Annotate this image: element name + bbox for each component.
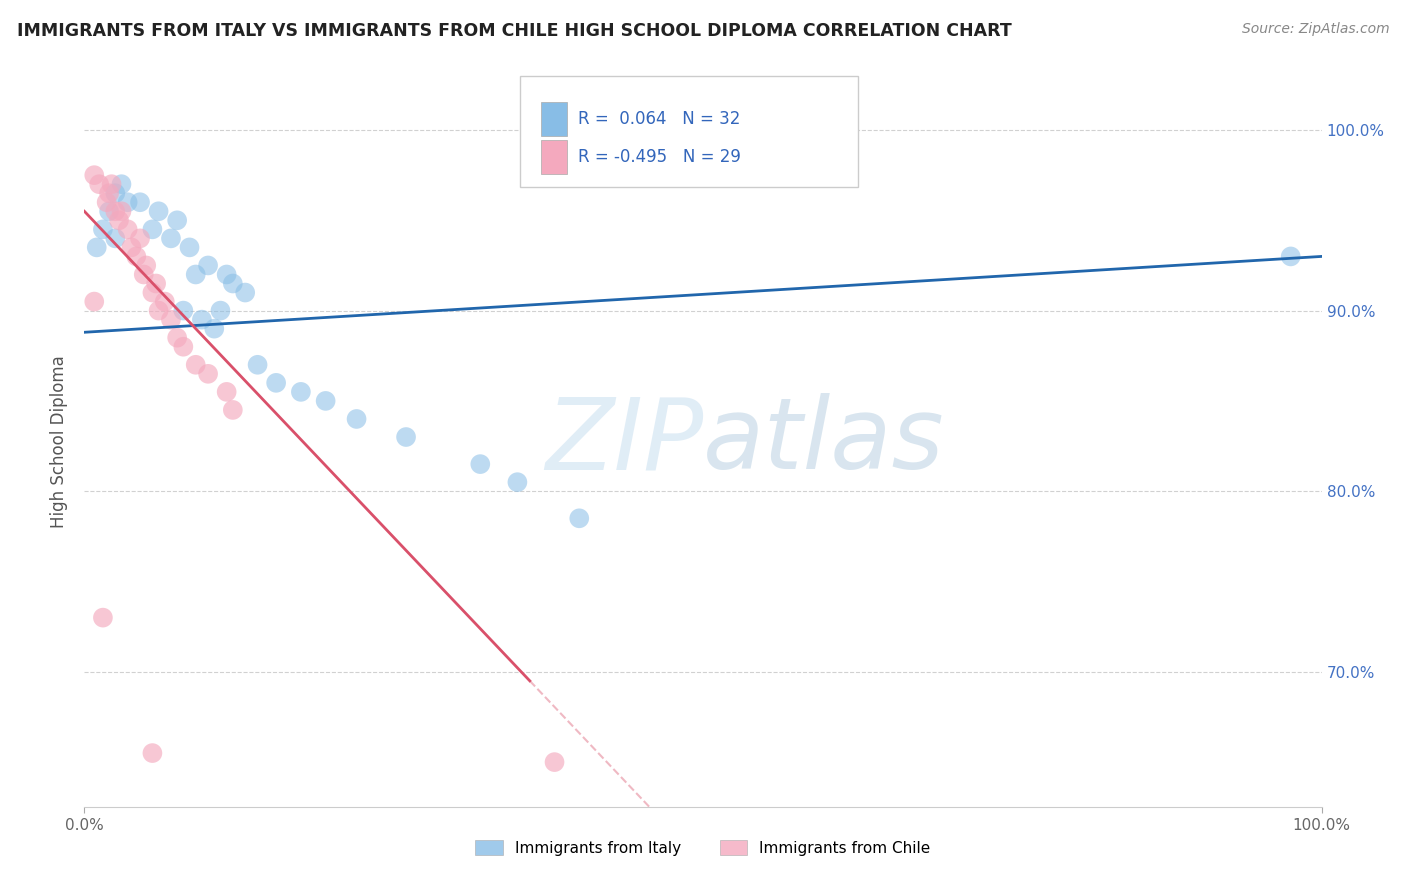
Point xyxy=(568,511,591,525)
Point xyxy=(117,195,139,210)
Point xyxy=(117,222,139,236)
Point xyxy=(160,312,183,326)
Legend: Immigrants from Italy, Immigrants from Chile: Immigrants from Italy, Immigrants from C… xyxy=(470,834,936,862)
Point xyxy=(98,204,121,219)
Text: ZIP: ZIP xyxy=(544,393,703,490)
Point xyxy=(83,168,105,182)
Point xyxy=(197,367,219,381)
Point xyxy=(86,240,108,254)
Point xyxy=(104,231,127,245)
Point xyxy=(233,285,256,300)
Point xyxy=(141,746,163,760)
Point xyxy=(148,204,170,219)
Point xyxy=(166,331,188,345)
Point xyxy=(315,393,337,408)
Point xyxy=(346,412,368,426)
Point xyxy=(470,457,492,471)
Point xyxy=(202,321,225,335)
Point xyxy=(1279,249,1302,263)
Point xyxy=(395,430,418,444)
Point xyxy=(215,384,238,399)
Point xyxy=(104,204,127,219)
Y-axis label: High School Diploma: High School Diploma xyxy=(51,355,69,528)
Point xyxy=(132,268,155,282)
Point xyxy=(120,240,142,254)
Point xyxy=(110,177,132,191)
Point xyxy=(184,268,207,282)
Point xyxy=(145,277,167,291)
Point xyxy=(222,277,245,291)
Point xyxy=(98,186,121,201)
Point xyxy=(506,475,529,490)
Point xyxy=(96,195,118,210)
Point xyxy=(104,186,127,201)
Point xyxy=(160,231,183,245)
Point xyxy=(129,231,152,245)
Point xyxy=(129,195,152,210)
Point xyxy=(110,204,132,219)
Point xyxy=(543,755,565,769)
Text: R =  0.064   N = 32: R = 0.064 N = 32 xyxy=(578,111,740,128)
Point xyxy=(290,384,312,399)
Point xyxy=(222,403,245,417)
Point xyxy=(125,249,148,263)
Point xyxy=(83,294,105,309)
Point xyxy=(166,213,188,227)
Point xyxy=(246,358,269,372)
Point xyxy=(264,376,287,390)
Text: R = -0.495   N = 29: R = -0.495 N = 29 xyxy=(578,148,741,166)
Point xyxy=(135,259,157,273)
Point xyxy=(91,222,114,236)
Point xyxy=(141,285,163,300)
Text: atlas: atlas xyxy=(703,393,945,490)
Point xyxy=(172,340,194,354)
Point xyxy=(153,294,176,309)
Point xyxy=(141,222,163,236)
Point xyxy=(179,240,201,254)
Point xyxy=(209,303,232,318)
Point xyxy=(148,303,170,318)
Point xyxy=(197,259,219,273)
Point xyxy=(108,213,131,227)
Point xyxy=(191,312,214,326)
Point xyxy=(91,610,114,624)
Text: Source: ZipAtlas.com: Source: ZipAtlas.com xyxy=(1241,22,1389,37)
Point xyxy=(89,177,111,191)
Point xyxy=(172,303,194,318)
Point xyxy=(184,358,207,372)
Text: IMMIGRANTS FROM ITALY VS IMMIGRANTS FROM CHILE HIGH SCHOOL DIPLOMA CORRELATION C: IMMIGRANTS FROM ITALY VS IMMIGRANTS FROM… xyxy=(17,22,1012,40)
Point xyxy=(100,177,122,191)
Point xyxy=(215,268,238,282)
